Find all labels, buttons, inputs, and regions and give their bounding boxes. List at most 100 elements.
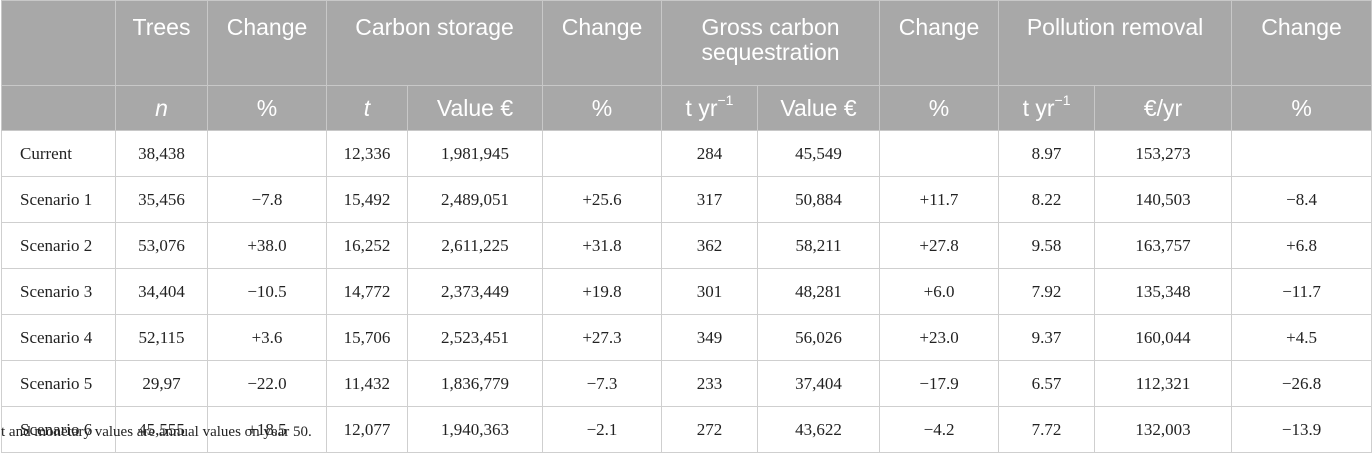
cell-poll-value: 112,321: [1094, 360, 1233, 407]
table-footnote: t and monetary values are annual values …: [1, 424, 312, 440]
header-gross-carbon-sequestration: Gross carbon sequestration: [661, 0, 881, 86]
cell-storage-value: 1,940,363: [406, 406, 544, 453]
cell-seq-value: 45,549: [757, 130, 881, 177]
cell-change-storage: [542, 130, 663, 177]
cell-poll-t: 7.92: [998, 268, 1096, 315]
table-row: Scenario 1 35,456 −7.8 15,492 2,489,051 …: [1, 176, 1372, 223]
cell-poll-t: 8.97: [998, 130, 1096, 177]
cell-seq-value: 50,884: [757, 176, 881, 223]
cell-storage-t: 14,772: [326, 268, 408, 315]
cell-storage-t: 15,492: [326, 176, 408, 223]
unit-poll-t-text: t yr: [1022, 94, 1055, 121]
cell-poll-value: 132,003: [1094, 406, 1233, 453]
cell-poll-value: 163,757: [1094, 222, 1233, 269]
cell-trees: 38,438: [115, 130, 208, 177]
header-carbon-storage: Carbon storage: [325, 0, 544, 86]
cell-seq-t: 272: [661, 406, 759, 453]
cell-poll-t: 9.58: [998, 222, 1096, 269]
header-change-storage: Change: [542, 0, 663, 86]
cell-change-poll: −13.9: [1231, 406, 1372, 453]
cell-change-poll: −8.4: [1231, 176, 1372, 223]
unit-seq-t: t yr−1: [661, 85, 759, 131]
cell-poll-t: 9.37: [998, 314, 1096, 361]
cell-storage-value: 1,981,945: [406, 130, 544, 177]
cell-storage-value: 1,836,779: [406, 360, 544, 407]
cell-change-seq: +23.0: [879, 314, 1000, 361]
table-row: Scenario 4 52,115 +3.6 15,706 2,523,451 …: [1, 314, 1372, 361]
cell-change-storage: +31.8: [542, 222, 663, 269]
unit-seq-t-exponent: −1: [717, 91, 734, 108]
cell-change-trees: −7.8: [207, 176, 327, 223]
row-label: Scenario 4: [1, 314, 116, 361]
cell-change-poll: [1231, 130, 1372, 177]
unit-poll-value: €/yr: [1094, 85, 1233, 131]
row-label: Scenario 5: [1, 360, 116, 407]
row-label: Current: [1, 130, 116, 177]
cell-change-poll: −11.7: [1231, 268, 1372, 315]
unit-poll-t-exponent: −1: [1054, 91, 1071, 108]
table-row: Current 38,438 12,336 1,981,945 284 45,5…: [1, 130, 1372, 177]
header-blank: [1, 0, 116, 86]
cell-poll-t: 8.22: [998, 176, 1096, 223]
cell-seq-t: 317: [661, 176, 759, 223]
table-row: Scenario 2 53,076 +38.0 16,252 2,611,225…: [1, 222, 1372, 269]
cell-poll-value: 160,044: [1094, 314, 1233, 361]
cell-poll-value: 140,503: [1094, 176, 1233, 223]
cell-seq-t: 233: [661, 360, 759, 407]
cell-change-seq: −17.9: [879, 360, 1000, 407]
unit-storage-t: t: [326, 85, 408, 131]
cell-seq-value: 48,281: [757, 268, 881, 315]
cell-storage-t: 15,706: [326, 314, 408, 361]
cell-storage-value: 2,611,225: [406, 222, 544, 269]
cell-seq-value: 56,026: [757, 314, 881, 361]
cell-storage-value: 2,523,451: [406, 314, 544, 361]
cell-poll-t: 7.72: [998, 406, 1096, 453]
table-body: Current 38,438 12,336 1,981,945 284 45,5…: [1, 130, 1372, 453]
cell-trees: 53,076: [115, 222, 208, 269]
cell-change-storage: +19.8: [542, 268, 663, 315]
cell-storage-t: 12,336: [326, 130, 408, 177]
cell-storage-value: 2,489,051: [406, 176, 544, 223]
cell-change-seq: +27.8: [879, 222, 1000, 269]
cell-trees: 34,404: [115, 268, 208, 315]
row-label: Scenario 2: [1, 222, 116, 269]
header-change-sequestration: Change: [879, 0, 1000, 86]
cell-change-poll: −26.8: [1231, 360, 1372, 407]
cell-seq-t: 284: [661, 130, 759, 177]
cell-change-storage: +25.6: [542, 176, 663, 223]
cell-change-trees: −22.0: [207, 360, 327, 407]
cell-storage-t: 16,252: [326, 222, 408, 269]
table-row: Scenario 5 29,97 −22.0 11,432 1,836,779 …: [1, 360, 1372, 407]
cell-change-poll: +4.5: [1231, 314, 1372, 361]
header-change-pollution: Change: [1231, 0, 1372, 86]
cell-storage-t: 12,077: [326, 406, 408, 453]
cell-trees: 29,97: [115, 360, 208, 407]
cell-change-seq: [879, 130, 1000, 177]
cell-change-trees: −10.5: [207, 268, 327, 315]
cell-poll-value: 135,348: [1094, 268, 1233, 315]
header-trees: Trees: [115, 0, 208, 86]
cell-seq-t: 301: [661, 268, 759, 315]
table-row: Scenario 6 45,555 +18.5 12,077 1,940,363…: [1, 406, 1372, 453]
table-row: Scenario 3 34,404 −10.5 14,772 2,373,449…: [1, 268, 1372, 315]
cell-change-trees: +3.6: [207, 314, 327, 361]
cell-seq-t: 349: [661, 314, 759, 361]
cell-change-poll: +6.8: [1231, 222, 1372, 269]
cell-poll-value: 153,273: [1094, 130, 1233, 177]
cell-change-seq: +6.0: [879, 268, 1000, 315]
unit-change-poll: %: [1231, 85, 1372, 131]
unit-seq-t-text: t yr: [685, 94, 718, 121]
cell-storage-value: 2,373,449: [406, 268, 544, 315]
unit-change-storage: %: [542, 85, 663, 131]
unit-trees-n: n: [115, 85, 208, 131]
cell-seq-t: 362: [661, 222, 759, 269]
cell-seq-value: 58,211: [757, 222, 881, 269]
unit-poll-t: t yr−1: [998, 85, 1096, 131]
header-change-trees: Change: [207, 0, 327, 86]
unit-storage-value: Value €: [406, 85, 544, 131]
cell-trees: 52,115: [115, 314, 208, 361]
cell-change-storage: +27.3: [542, 314, 663, 361]
row-label: Scenario 1: [1, 176, 116, 223]
